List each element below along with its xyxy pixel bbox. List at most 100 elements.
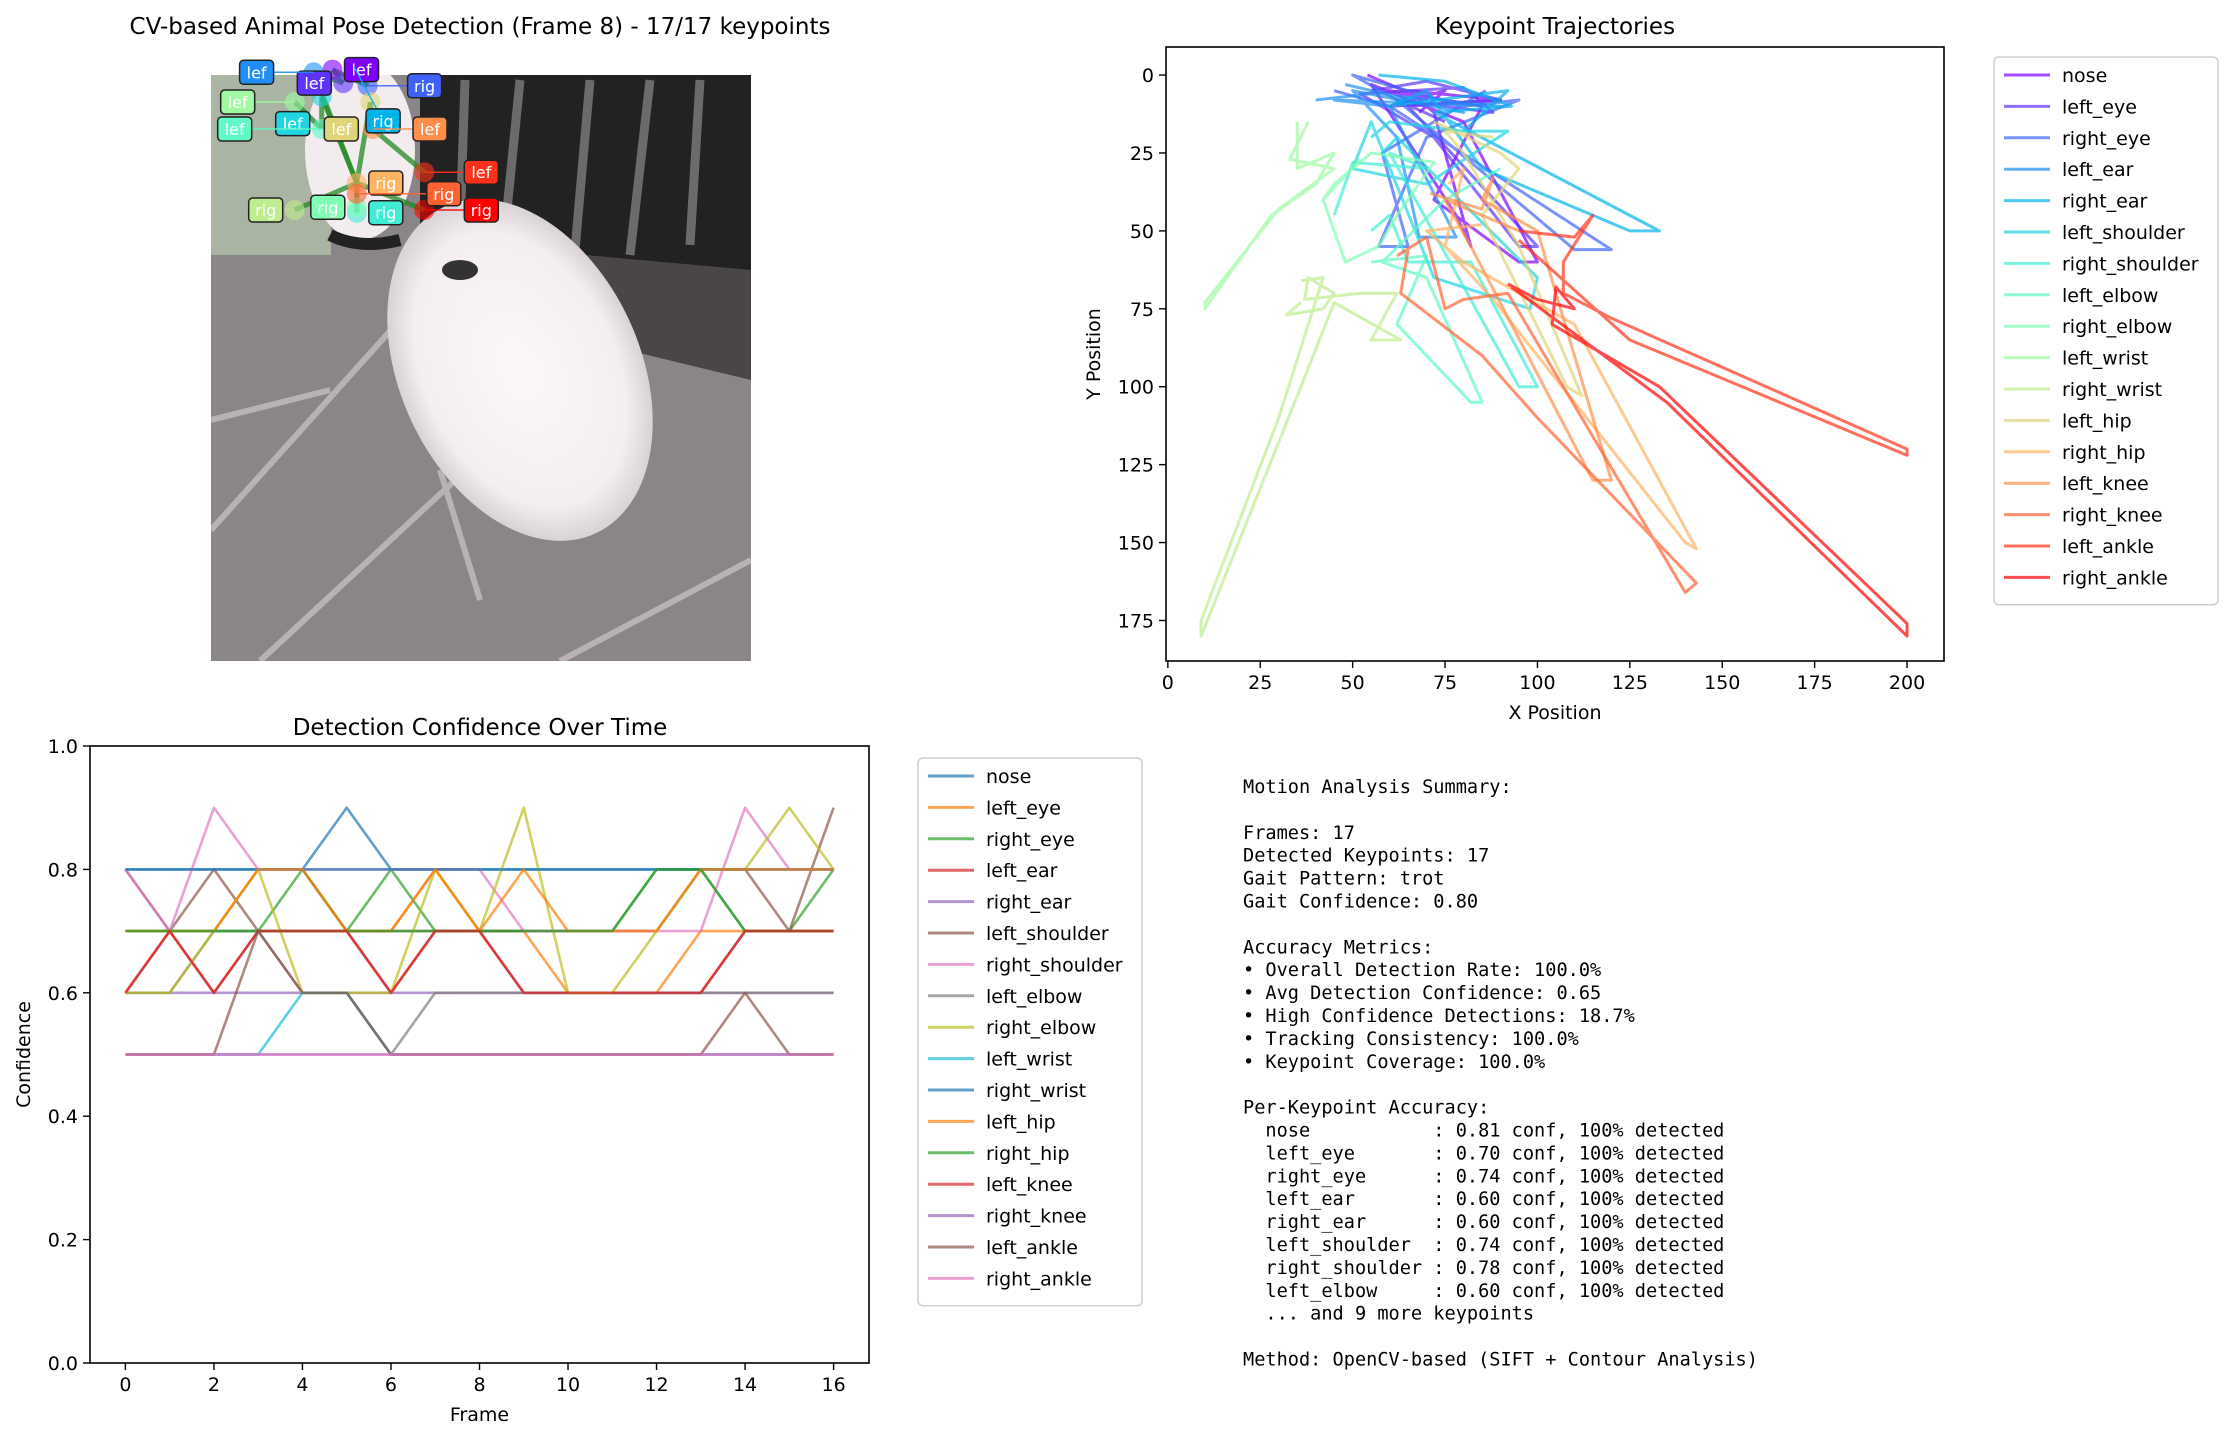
motion-analysis-summary: Motion Analysis Summary: Frames: 17Detect… (1243, 777, 1758, 1371)
keypoint-label-box (247, 197, 284, 223)
legend-label: left_hip (986, 1111, 1056, 1133)
legend-label: nose (2062, 65, 2107, 87)
y-tick-label: 0.0 (48, 1353, 78, 1375)
y-tick-label: 0.4 (48, 1106, 78, 1128)
keypoint-label-box (296, 70, 333, 96)
series-line-left_knee (124, 929, 834, 995)
y-axis-label: Y Position (1083, 308, 1105, 401)
legend-label: right_eye (986, 829, 1075, 851)
y-tick-label: 0.6 (48, 983, 78, 1005)
y-tick-label: 0.2 (48, 1230, 78, 1252)
x-tick-label: 150 (1704, 672, 1740, 694)
legend-label: right_elbow (986, 1017, 1096, 1039)
legend-label: left_ear (2062, 159, 2134, 181)
keypoint-label: rig (373, 112, 394, 131)
summary-line: Detected Keypoints: 17 (1243, 846, 1489, 867)
keypoint-label-box (463, 159, 500, 185)
x-tick-label: 8 (473, 1374, 485, 1396)
x-tick-label: 25 (1248, 672, 1272, 694)
keypoint-label: lef (304, 74, 324, 93)
keypoint-label-box (463, 197, 500, 223)
series-line-right_wrist (1199, 276, 1403, 638)
y-tick-label: 0.8 (48, 859, 78, 881)
series-line-right_elbow (125, 806, 835, 995)
keypoint-label: rig (375, 204, 396, 223)
x-tick-label: 200 (1889, 672, 1925, 694)
legend-label: left_elbow (2062, 285, 2158, 307)
keypoint-label: lef (331, 120, 351, 139)
series-line-left_hip (1433, 120, 1584, 398)
trajectory-legend: nose left_eye right_eye left_ear right_earle… (1993, 56, 2219, 606)
confidence-legend: nose left_eye right_eye left_ear right_earle… (917, 757, 1143, 1307)
keypoint-label-box (323, 116, 360, 142)
x-tick-label: 4 (296, 1374, 308, 1396)
series-line-right_hip (1425, 167, 1698, 551)
series-line-right_ankle (1507, 282, 1909, 638)
image-panel-title: CV-based Animal Pose Detection (Frame 8)… (130, 14, 831, 40)
summary-line: left_ear : 0.60 conf, 100% detected (1243, 1189, 1724, 1210)
legend-label: left_hip (2062, 410, 2132, 432)
series-line-left_hip (125, 868, 834, 933)
y-tick-label: 100 (1118, 377, 1154, 399)
series-line-right_knee (1396, 235, 1698, 594)
axes-frame (1165, 46, 1945, 662)
x-tick-label: 10 (556, 1374, 580, 1396)
legend-label: left_elbow (986, 986, 1082, 1008)
keypoint-label: rig (375, 174, 396, 193)
keypoint-label: lef (283, 115, 303, 134)
keypoint-label: lef (228, 93, 248, 112)
x-tick-label: 50 (1341, 672, 1365, 694)
series-line-right_shoulder (1332, 151, 1539, 389)
x-tick-label: 175 (1797, 672, 1833, 694)
legend-label: left_wrist (986, 1049, 1072, 1071)
keypoint-label-box (365, 108, 401, 134)
y-tick-label: 175 (1118, 610, 1154, 632)
legend-label: right_knee (2062, 505, 2163, 527)
summary-line: Method: OpenCV-based (SIFT + Contour Ana… (1243, 1350, 1758, 1371)
summary-line: right_ear : 0.60 conf, 100% detected (1243, 1212, 1724, 1233)
keypoint-label-box (238, 59, 275, 86)
summary-line: • Overall Detection Rate: 100.0% (1243, 960, 1601, 981)
x-tick-label: 0 (1162, 672, 1174, 694)
legend-label: right_shoulder (2062, 253, 2199, 275)
legend-label: right_eye (2062, 128, 2151, 150)
x-tick-label: 6 (385, 1374, 397, 1396)
legend-label: left_knee (986, 1174, 1073, 1196)
keypoint-label-box (412, 116, 448, 142)
trajectory-title: Keypoint Trajectories (1435, 14, 1675, 40)
keypoint-label: lef (247, 63, 267, 82)
summary-line: right_shoulder : 0.78 conf, 100% detecte… (1243, 1258, 1724, 1279)
skeleton-line (371, 127, 426, 175)
y-tick-label: 0 (1142, 65, 1154, 87)
x-axis-label: X Position (1508, 702, 1601, 724)
y-axis-label: Confidence (13, 1001, 35, 1108)
legend-label: right_ankle (2062, 567, 2168, 589)
summary-line: Motion Analysis Summary: (1243, 777, 1512, 798)
legend-label: left_ankle (986, 1237, 1078, 1259)
confidence-plot: 0 2 4 6 8 10 12 14 16 0.0 0.2 0.4 0.6 0.8 1.0 Frame Conf… (13, 736, 870, 1426)
legend-label: left_knee (2062, 473, 2149, 495)
keypoint-label: lef (352, 61, 372, 80)
x-tick-label: 16 (821, 1374, 845, 1396)
legend-label: left_shoulder (986, 923, 1109, 945)
x-tick-label: 100 (1519, 672, 1555, 694)
keypoint-label: rig (414, 77, 435, 96)
legend-box (917, 757, 1143, 1307)
y-tick-label: 50 (1130, 221, 1154, 243)
y-tick-label: 125 (1118, 455, 1154, 477)
summary-line: left_eye : 0.70 conf, 100% detected (1243, 1143, 1724, 1164)
legend-label: right_wrist (2062, 379, 2162, 401)
summary-line: Gait Pattern: trot (1243, 869, 1445, 890)
x-tick-label: 2 (208, 1374, 220, 1396)
legend-label: left_ankle (2062, 536, 2154, 558)
keypoint-dot (284, 200, 305, 220)
summary-line: nose : 0.81 conf, 100% detected (1243, 1121, 1724, 1142)
summary-line: Gait Confidence: 0.80 (1243, 892, 1478, 913)
legend-label: right_ear (986, 892, 1071, 914)
series-line-right_ear (1378, 73, 1661, 233)
legend-label: left_ear (986, 860, 1058, 882)
series-line-left_ear (124, 929, 834, 995)
x-tick-label: 14 (733, 1374, 757, 1396)
